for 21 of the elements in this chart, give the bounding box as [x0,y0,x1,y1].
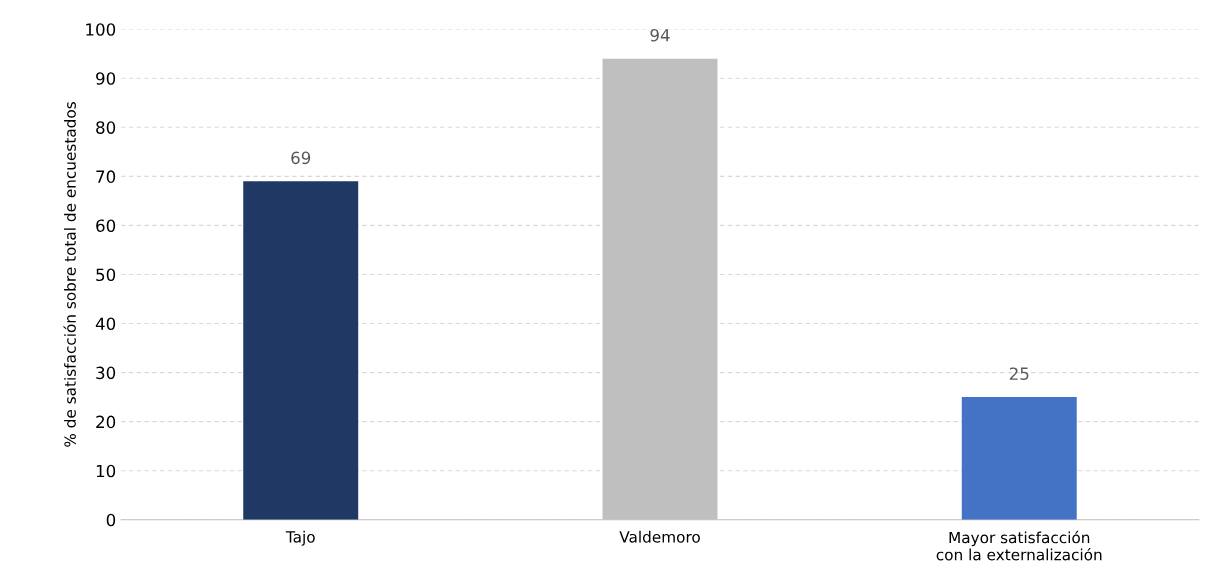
y-tick-label: 30 [96,366,116,380]
x-tick-label: Tajo [285,530,315,546]
y-tick-label: 90 [96,72,116,85]
bar [602,58,718,520]
bar [961,397,1077,520]
y-tick-label: 0 [106,513,116,527]
y-tick-label: 50 [96,268,116,282]
data-label: 25 [1009,367,1029,380]
data-label: 94 [650,28,670,42]
x-tick-label: Mayor satisfacción con la externalización [936,530,1102,561]
y-axis-title: % de satisfacción sobre total de encuestados [63,102,76,447]
y-tick-label: 80 [96,121,116,134]
bar [243,181,359,520]
y-tick-label: 70 [96,170,116,183]
y-tick-label: 60 [96,219,116,232]
y-tick-label: 100 [86,23,116,36]
y-tick-label: 20 [96,415,116,429]
y-tick-label: 10 [96,464,116,478]
y-tick-label: 40 [95,317,116,331]
x-tick-label: Valdemoro [619,530,700,543]
data-label: 69 [291,151,311,165]
